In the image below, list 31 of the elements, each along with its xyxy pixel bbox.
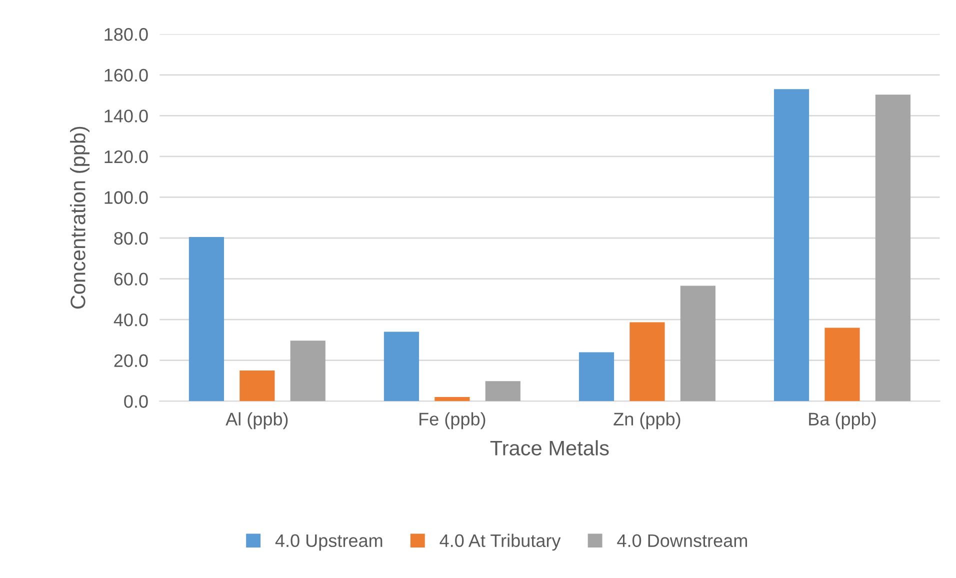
- bar: [578, 352, 614, 402]
- y-axis-title: Concentration (ppb): [70, 126, 90, 309]
- x-tick-label: Zn (ppb): [614, 412, 680, 430]
- legend-label: 4.0 At Tributary: [440, 534, 561, 551]
- x-tick-label: Ba (ppb): [809, 412, 876, 430]
- y-tick-label: 160.0: [104, 68, 148, 82]
- bar: [290, 340, 326, 402]
- x-axis-title: Trace Metals: [490, 440, 609, 456]
- y-tick-label: 40.0: [114, 314, 148, 326]
- legend-label: 4.0 Upstream: [275, 534, 382, 551]
- y-tick-label: 20.0: [114, 354, 148, 368]
- bar: [384, 332, 420, 402]
- y-tick-label: 180.0: [104, 28, 148, 41]
- y-tick-label: 80.0: [114, 232, 148, 245]
- bar: [188, 236, 224, 402]
- bar: [434, 397, 470, 402]
- y-tick-label: 120.0: [104, 150, 148, 164]
- x-tick-label: Fe (ppb): [420, 412, 486, 430]
- x-tick-label: Al (ppb): [226, 412, 288, 430]
- y-tick-label: 140.0: [104, 110, 148, 122]
- bar: [875, 94, 910, 402]
- y-tick-label: 0.0: [124, 395, 148, 408]
- bar: [240, 370, 275, 402]
- bar: [774, 89, 810, 402]
- bar: [680, 286, 716, 402]
- y-tick-label: 60.0: [114, 272, 148, 286]
- bar: [824, 328, 860, 402]
- y-tick-label: 100.0: [104, 191, 148, 204]
- bar: [485, 381, 520, 402]
- bar: [630, 322, 665, 402]
- legend-label: 4.0 Downstream: [617, 534, 747, 548]
